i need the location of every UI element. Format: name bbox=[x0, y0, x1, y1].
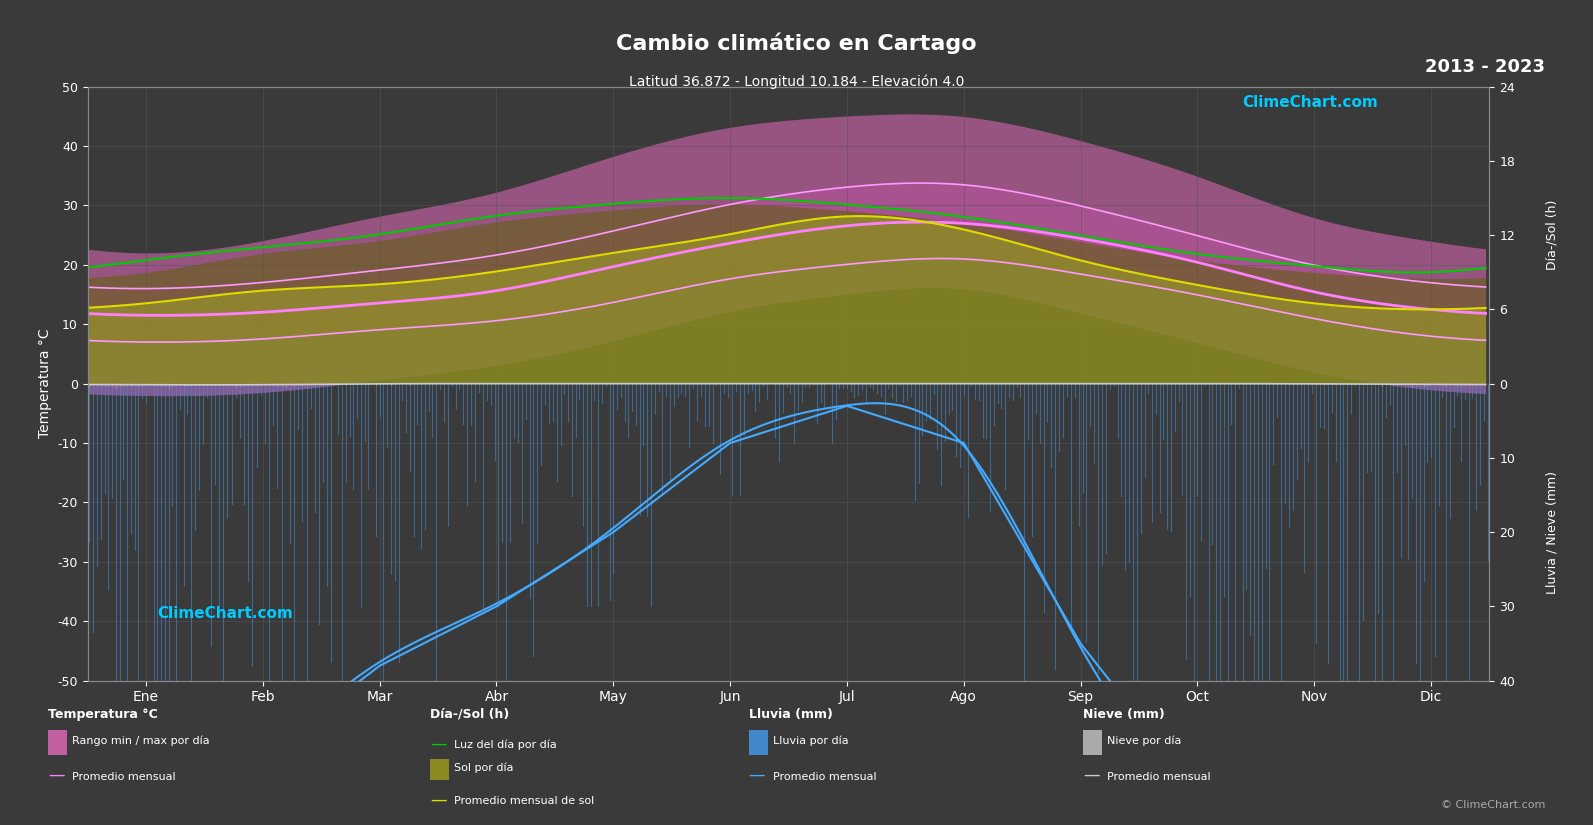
Text: Promedio mensual: Promedio mensual bbox=[72, 771, 175, 781]
Text: Lluvia por día: Lluvia por día bbox=[773, 736, 847, 746]
Text: Nieve por día: Nieve por día bbox=[1107, 736, 1182, 746]
Text: Latitud 36.872 - Longitud 10.184 - Elevación 4.0: Latitud 36.872 - Longitud 10.184 - Eleva… bbox=[629, 74, 964, 89]
Text: Promedio mensual de sol: Promedio mensual de sol bbox=[454, 796, 594, 806]
Text: © ClimeChart.com: © ClimeChart.com bbox=[1440, 800, 1545, 810]
Text: —: — bbox=[1083, 766, 1099, 784]
Text: Luz del día por día: Luz del día por día bbox=[454, 740, 558, 750]
Text: —: — bbox=[430, 790, 446, 808]
Text: 2013 - 2023: 2013 - 2023 bbox=[1426, 58, 1545, 76]
Text: Sol por día: Sol por día bbox=[454, 763, 513, 773]
Text: ClimeChart.com: ClimeChart.com bbox=[158, 606, 293, 621]
Text: —: — bbox=[48, 766, 64, 784]
Text: Lluvia (mm): Lluvia (mm) bbox=[749, 708, 833, 721]
Text: Día-/Sol (h): Día-/Sol (h) bbox=[430, 708, 510, 721]
Text: Nieve (mm): Nieve (mm) bbox=[1083, 708, 1164, 721]
Text: ClimeChart.com: ClimeChart.com bbox=[1243, 95, 1378, 111]
Text: Rango min / max por día: Rango min / max por día bbox=[72, 736, 209, 746]
Text: —: — bbox=[749, 766, 765, 784]
Text: Temperatura °C: Temperatura °C bbox=[48, 708, 158, 721]
Text: Cambio climático en Cartago: Cambio climático en Cartago bbox=[616, 33, 977, 54]
Text: Día-/Sol (h): Día-/Sol (h) bbox=[1545, 200, 1558, 271]
Y-axis label: Temperatura °C: Temperatura °C bbox=[38, 329, 53, 438]
Text: Lluvia / Nieve (mm): Lluvia / Nieve (mm) bbox=[1545, 470, 1558, 594]
Text: Promedio mensual: Promedio mensual bbox=[1107, 771, 1211, 781]
Text: —: — bbox=[430, 734, 446, 752]
Text: Promedio mensual: Promedio mensual bbox=[773, 771, 876, 781]
